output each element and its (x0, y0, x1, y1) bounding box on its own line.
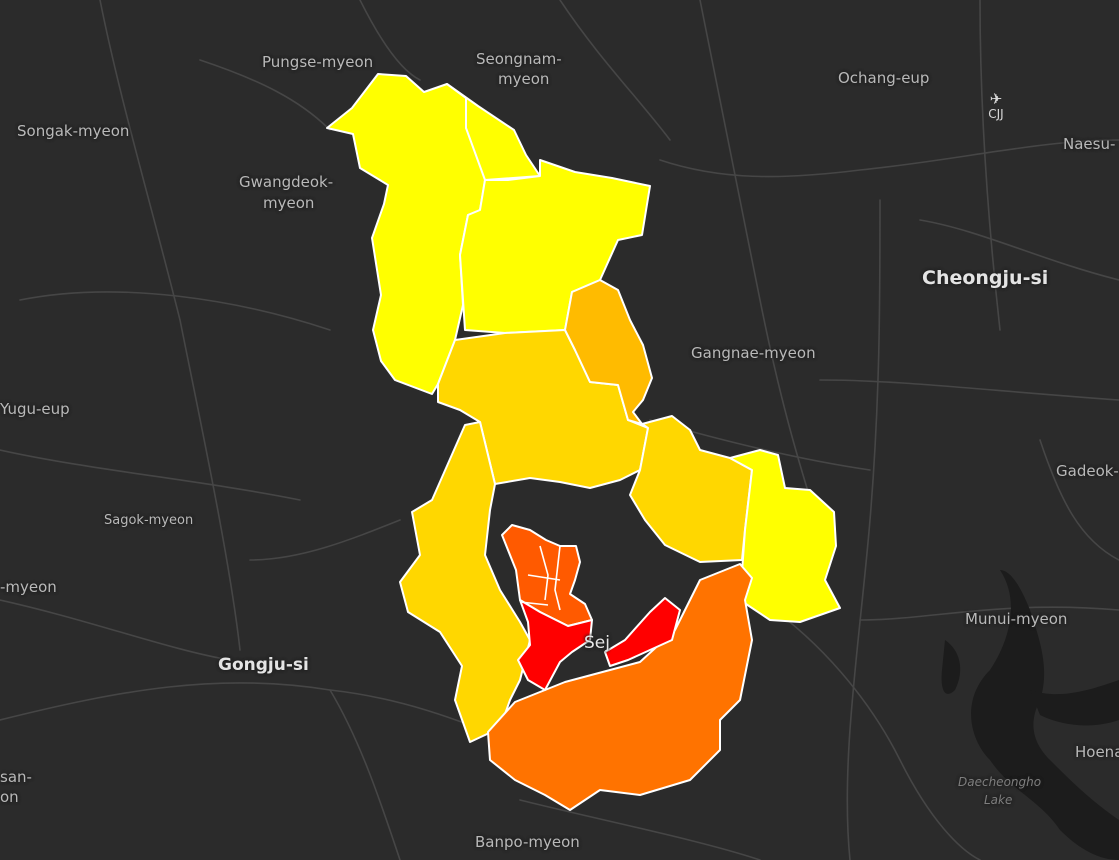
place-label-sagok: Sagok-myeon (104, 513, 194, 528)
place-label-san-1: san- (0, 768, 32, 786)
region-urban-east-district[interactable] (604, 597, 681, 667)
place-label-cheongju: Cheongju-si (922, 267, 1049, 289)
region-urban-west-district[interactable] (501, 524, 593, 627)
place-label-gangnae: Gangnae-myeon (691, 344, 816, 362)
region-urban-core-district[interactable] (517, 599, 593, 691)
place-label-gadeok: Gadeok- (1056, 462, 1119, 480)
region-far-east-district[interactable] (729, 449, 841, 623)
place-label-myeon-left: -myeon (0, 578, 57, 596)
airport-marker[interactable]: ✈ CJJ (981, 91, 1011, 121)
place-label-gwangdeok-1: Gwangdeok- (239, 173, 334, 191)
place-label-seongnam-1: Seongnam- (476, 50, 562, 68)
choropleth-regions[interactable] (326, 73, 841, 811)
place-label-seongnam-2: myeon (498, 70, 550, 88)
place-label-naesu: Naesu- (1063, 135, 1116, 153)
place-label-gongju: Gongju-si (218, 655, 309, 675)
place-label-yugu: Yugu-eup (0, 400, 70, 418)
lake-label-1: Daecheongho (958, 775, 1042, 789)
region-narrow-east-district[interactable] (564, 279, 653, 425)
water-bodies (941, 570, 1119, 860)
place-label-songak: Songak-myeon (17, 122, 130, 140)
place-label-banpo: Banpo-myeon (475, 833, 580, 851)
airplane-icon: ✈ (989, 90, 1003, 108)
place-label-munui: Munui-myeon (965, 610, 1068, 628)
place-label-gwangdeok-2: myeon (263, 194, 315, 212)
airport-code-label: CJJ (988, 107, 1004, 121)
place-label-san-2: on (0, 788, 19, 806)
place-label-sejong: Sej (584, 633, 610, 653)
region-south-district[interactable] (487, 563, 753, 811)
place-label-ochang: Ochang-eup (838, 69, 930, 87)
internal-borders (519, 545, 561, 611)
region-center-east-district[interactable] (629, 415, 753, 563)
place-label-pungse: Pungse-myeon (262, 53, 374, 71)
lake-label-2: Lake (984, 793, 1013, 807)
place-label-hoena: Hoena (1075, 743, 1119, 761)
